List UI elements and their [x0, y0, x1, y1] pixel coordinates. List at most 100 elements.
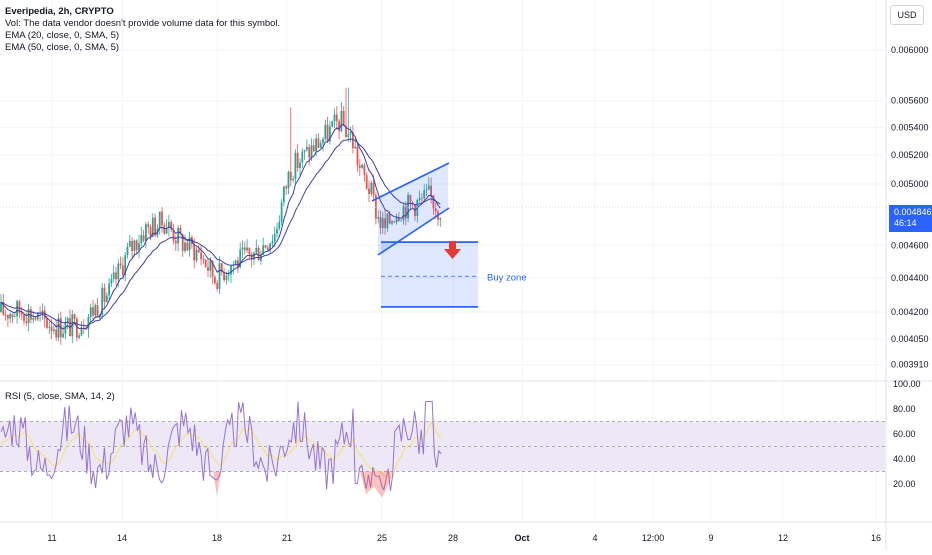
- candle-body: [43, 310, 46, 319]
- candle-body: [322, 138, 324, 144]
- candle-body: [370, 182, 373, 194]
- candle-body: [214, 276, 216, 284]
- last-price-value: 0.004846: [894, 207, 932, 217]
- price-tick-label: 0.005600: [891, 96, 929, 106]
- candle-body: [103, 287, 106, 302]
- candle: [140, 226, 143, 247]
- candle: [197, 244, 200, 254]
- rsi-oversold-fill: [213, 471, 221, 497]
- candle: [30, 305, 32, 324]
- candle-body: [20, 312, 23, 315]
- candle-body: [329, 126, 331, 142]
- rsi-legend[interactable]: RSI (5, close, SMA, 14, 2): [5, 391, 115, 402]
- candle-body: [0, 302, 2, 313]
- candle: [333, 108, 336, 129]
- candle: [32, 311, 35, 324]
- candle: [85, 325, 87, 330]
- time-tick-label: 4: [592, 533, 597, 543]
- candle-body: [271, 241, 274, 244]
- candle: [381, 212, 384, 234]
- channel-upper-line: [371, 162, 450, 202]
- candle: [53, 324, 55, 335]
- down-arrow-icon: [444, 241, 461, 259]
- candle: [165, 219, 168, 235]
- candle: [73, 313, 76, 323]
- candle-body: [246, 247, 248, 251]
- candle-body: [16, 301, 18, 317]
- candle-body: [154, 217, 156, 236]
- candle-body: [124, 255, 127, 276]
- currency-button[interactable]: USD: [890, 5, 924, 25]
- candle-body: [402, 206, 405, 221]
- candle: [248, 247, 251, 260]
- candle-body: [170, 221, 173, 230]
- candle-body: [347, 134, 350, 138]
- rsi-line: [0, 401, 442, 492]
- price-tick-label: 0.004200: [891, 307, 929, 317]
- candle: [181, 233, 184, 257]
- ema50-legend[interactable]: EMA (50, close, 0, SMA, 5): [5, 42, 120, 53]
- candle: [57, 313, 60, 342]
- candle: [94, 303, 97, 319]
- candle: [269, 242, 271, 254]
- candle-body: [25, 321, 28, 324]
- candle-body: [280, 202, 283, 222]
- candle: [9, 312, 12, 323]
- candle: [43, 306, 46, 328]
- candle-body: [119, 263, 122, 266]
- candle-body: [361, 164, 363, 168]
- candle-body: [317, 138, 320, 148]
- candle-body: [234, 260, 237, 265]
- candle: [133, 239, 136, 257]
- candle: [427, 177, 430, 191]
- candle-body: [66, 318, 69, 323]
- candle: [128, 234, 131, 247]
- candle: [216, 280, 219, 292]
- candle-body: [432, 195, 435, 209]
- candle-body: [303, 150, 306, 152]
- candle: [39, 305, 41, 322]
- time-tick-label: 16: [871, 533, 881, 543]
- symbol-title[interactable]: Everipedia, 2h, CRYPTO: [5, 6, 114, 17]
- candle: [439, 217, 442, 227]
- candle: [25, 312, 28, 327]
- candle: [76, 316, 78, 342]
- candle: [103, 283, 106, 310]
- candle-body: [2, 302, 5, 315]
- candle: [264, 245, 267, 249]
- candle-body: [423, 190, 426, 198]
- candle-body: [310, 145, 313, 158]
- candle-body: [200, 252, 202, 260]
- candle: [41, 303, 44, 320]
- candle: [262, 237, 265, 256]
- candle-body: [430, 185, 432, 196]
- candle-body: [289, 171, 292, 181]
- price-tick-label: 0.005000: [891, 179, 929, 189]
- time-tick-label: 28: [448, 533, 458, 543]
- candle-body: [4, 314, 7, 316]
- candle: [4, 310, 7, 321]
- candle: [177, 225, 179, 252]
- candle: [294, 149, 297, 185]
- candle-body: [384, 218, 386, 229]
- candle: [257, 245, 260, 261]
- volume-note: Vol: The data vendor doesn't provide vol…: [5, 18, 281, 29]
- candle: [78, 332, 81, 340]
- candle: [145, 222, 147, 249]
- time-tick-label: 12: [778, 533, 788, 543]
- ema20-legend[interactable]: EMA (20, close, 0, SMA, 5): [5, 30, 120, 41]
- candle-body: [128, 240, 131, 247]
- candle-body: [204, 259, 207, 267]
- candle: [299, 158, 301, 177]
- candle-body: [161, 211, 163, 226]
- candle: [319, 140, 322, 149]
- candle: [27, 303, 30, 332]
- candle: [186, 240, 189, 252]
- candle-body: [388, 213, 391, 224]
- candle-body: [172, 229, 175, 241]
- candle-body: [179, 227, 182, 235]
- buy-zone-box: [381, 242, 478, 307]
- candle: [340, 102, 343, 133]
